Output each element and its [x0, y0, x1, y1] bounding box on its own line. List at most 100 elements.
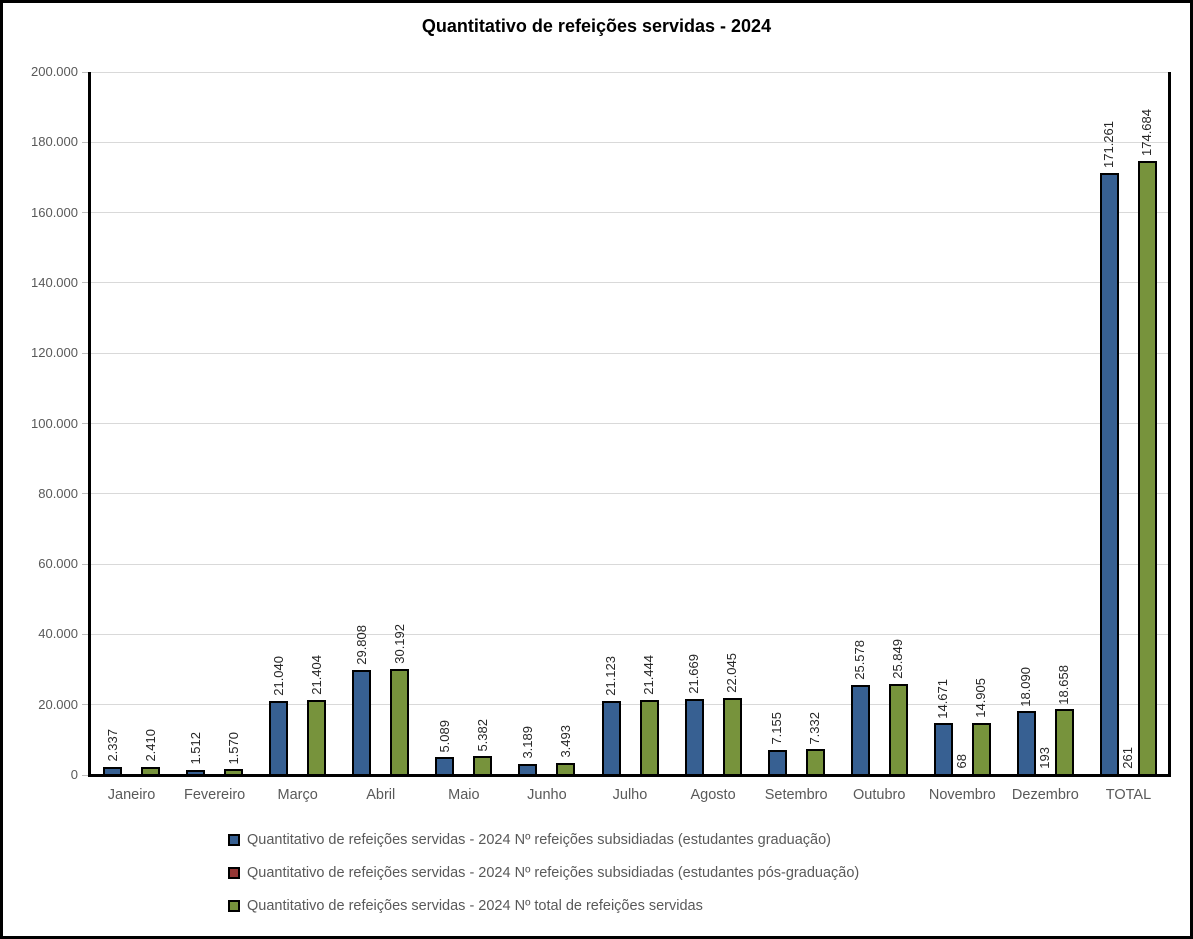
y-axis-tick: [82, 563, 88, 565]
y-axis-tick: [82, 423, 88, 424]
bar-total: [888, 684, 908, 775]
y-axis-label: 180.000: [31, 134, 78, 150]
bar-graduacao: [1016, 711, 1036, 775]
bar-total: [971, 722, 991, 775]
bar-label: 21.404: [308, 655, 324, 695]
bar-label: 7.332: [807, 711, 823, 745]
y-axis-label: 100.000: [31, 415, 78, 431]
y-axis-label: 160.000: [31, 204, 78, 220]
y-axis-tick: [82, 774, 88, 776]
bar-label: 3.189: [519, 726, 535, 759]
bar-label: 1.570: [225, 731, 241, 765]
y-axis-label: 40.000: [38, 626, 78, 642]
bar-graduacao: [850, 685, 870, 775]
bar-total: [1054, 709, 1074, 775]
bar-label: 18.090: [1018, 666, 1034, 707]
bar-graduacao: [269, 701, 289, 775]
y-axis-tick: [82, 704, 88, 706]
bar-label: 21.444: [641, 654, 656, 695]
y-axis-line: [88, 72, 91, 777]
gridline: [90, 212, 1170, 214]
x-axis-line: [88, 774, 1171, 777]
y-axis-label: 200.000: [31, 64, 78, 79]
gridline: [90, 141, 1170, 143]
y-axis-tick: [82, 212, 88, 214]
bar-label: 14.671: [935, 678, 951, 719]
bar-label: 171.261: [1101, 121, 1117, 169]
bar-label: 1.512: [187, 732, 203, 765]
bar-graduacao: [435, 757, 455, 775]
legend-label-pos-graduacao: Quantitativo de refeições servidas - 202…: [247, 865, 860, 881]
gridline: [90, 704, 1170, 706]
x-axis-label: Fevereiro: [183, 787, 246, 803]
y-axis-label: 20.000: [38, 696, 78, 712]
gridline: [90, 493, 1170, 495]
bar-label: 25.578: [852, 640, 868, 681]
bar-label: 193: [1037, 746, 1053, 769]
x-axis-label: Janeiro: [107, 787, 156, 803]
bar-graduacao: [1099, 173, 1119, 775]
bar-label: 7.155: [769, 712, 785, 745]
x-axis-label: Julho: [612, 787, 648, 803]
legend-label-graduacao: Quantitativo de refeições servidas - 202…: [247, 832, 832, 848]
legend: Quantitativo de refeições servidas - 202…: [228, 832, 859, 914]
legend-marker-pos-graduacao-icon: [228, 867, 240, 879]
x-axis-label: Agosto: [690, 787, 736, 803]
x-axis-label: Maio: [448, 787, 480, 803]
y-axis-label: 120.000: [31, 345, 78, 361]
bar-graduacao: [103, 766, 123, 775]
bar-graduacao: [601, 700, 621, 775]
legend-marker-total-icon: [228, 900, 240, 912]
bar-label: 21.669: [686, 654, 702, 694]
bar-total: [639, 699, 659, 775]
bar-label: 29.808: [353, 625, 369, 666]
legend-label-total: Quantitativo de refeições servidas - 202…: [247, 898, 703, 914]
bar-label: 5.089: [436, 719, 452, 753]
bar-total: [1137, 160, 1157, 775]
bar-graduacao: [352, 670, 372, 775]
bar-label: 2.410: [142, 728, 158, 762]
y-axis-tick: [82, 493, 88, 495]
bar-label: 261: [1120, 746, 1136, 769]
bar-label: 18.658: [1056, 664, 1072, 705]
x-axis-label: Novembro: [928, 787, 996, 803]
y-axis-label: 60.000: [38, 556, 78, 572]
x-axis-label: Junho: [527, 787, 567, 803]
chart-title: Quantitativo de refeições servidas - 202…: [421, 16, 772, 36]
y-axis-label: 140.000: [31, 274, 78, 290]
gridline: [90, 282, 1170, 284]
y-axis-label: 0: [70, 767, 78, 782]
gridline: [90, 563, 1170, 565]
y-axis-tick: [82, 352, 88, 354]
bar-total: [722, 697, 742, 775]
y-axis-tick: [82, 71, 88, 73]
bar-total: [556, 762, 576, 775]
bar-total: [141, 766, 161, 775]
bar-label: 5.382: [474, 718, 490, 752]
x-axis-label: Setembro: [764, 787, 828, 803]
bar-total: [805, 749, 825, 775]
x-axis-label: Dezembro: [1011, 787, 1079, 803]
y-axis-tick: [82, 141, 88, 143]
bar-label: 14.905: [973, 677, 989, 718]
bar-label: 68: [954, 754, 970, 769]
bar-graduacao: [684, 698, 704, 775]
bar-label: 2.337: [104, 729, 120, 762]
bar-total: [390, 668, 410, 775]
bar-label: 22.045: [724, 652, 740, 693]
y-axis-label: 80.000: [38, 485, 78, 501]
bar-total: [307, 699, 327, 775]
bar-total: [224, 769, 244, 775]
bar-label: 21.123: [603, 656, 618, 696]
bar-label: 21.040: [270, 656, 286, 697]
gridline: [90, 352, 1170, 354]
gridline: [90, 633, 1170, 635]
bar-graduacao: [186, 769, 206, 775]
legend-item-pos-graduacao: Quantitativo de refeições servidas - 202…: [228, 865, 859, 881]
legend-marker-graduacao-icon: [228, 834, 240, 846]
x-axis-label: Abril: [366, 787, 396, 803]
bar-label: 25.849: [890, 639, 906, 680]
bar-graduacao: [767, 749, 787, 775]
plot-right-border: [1168, 72, 1171, 777]
